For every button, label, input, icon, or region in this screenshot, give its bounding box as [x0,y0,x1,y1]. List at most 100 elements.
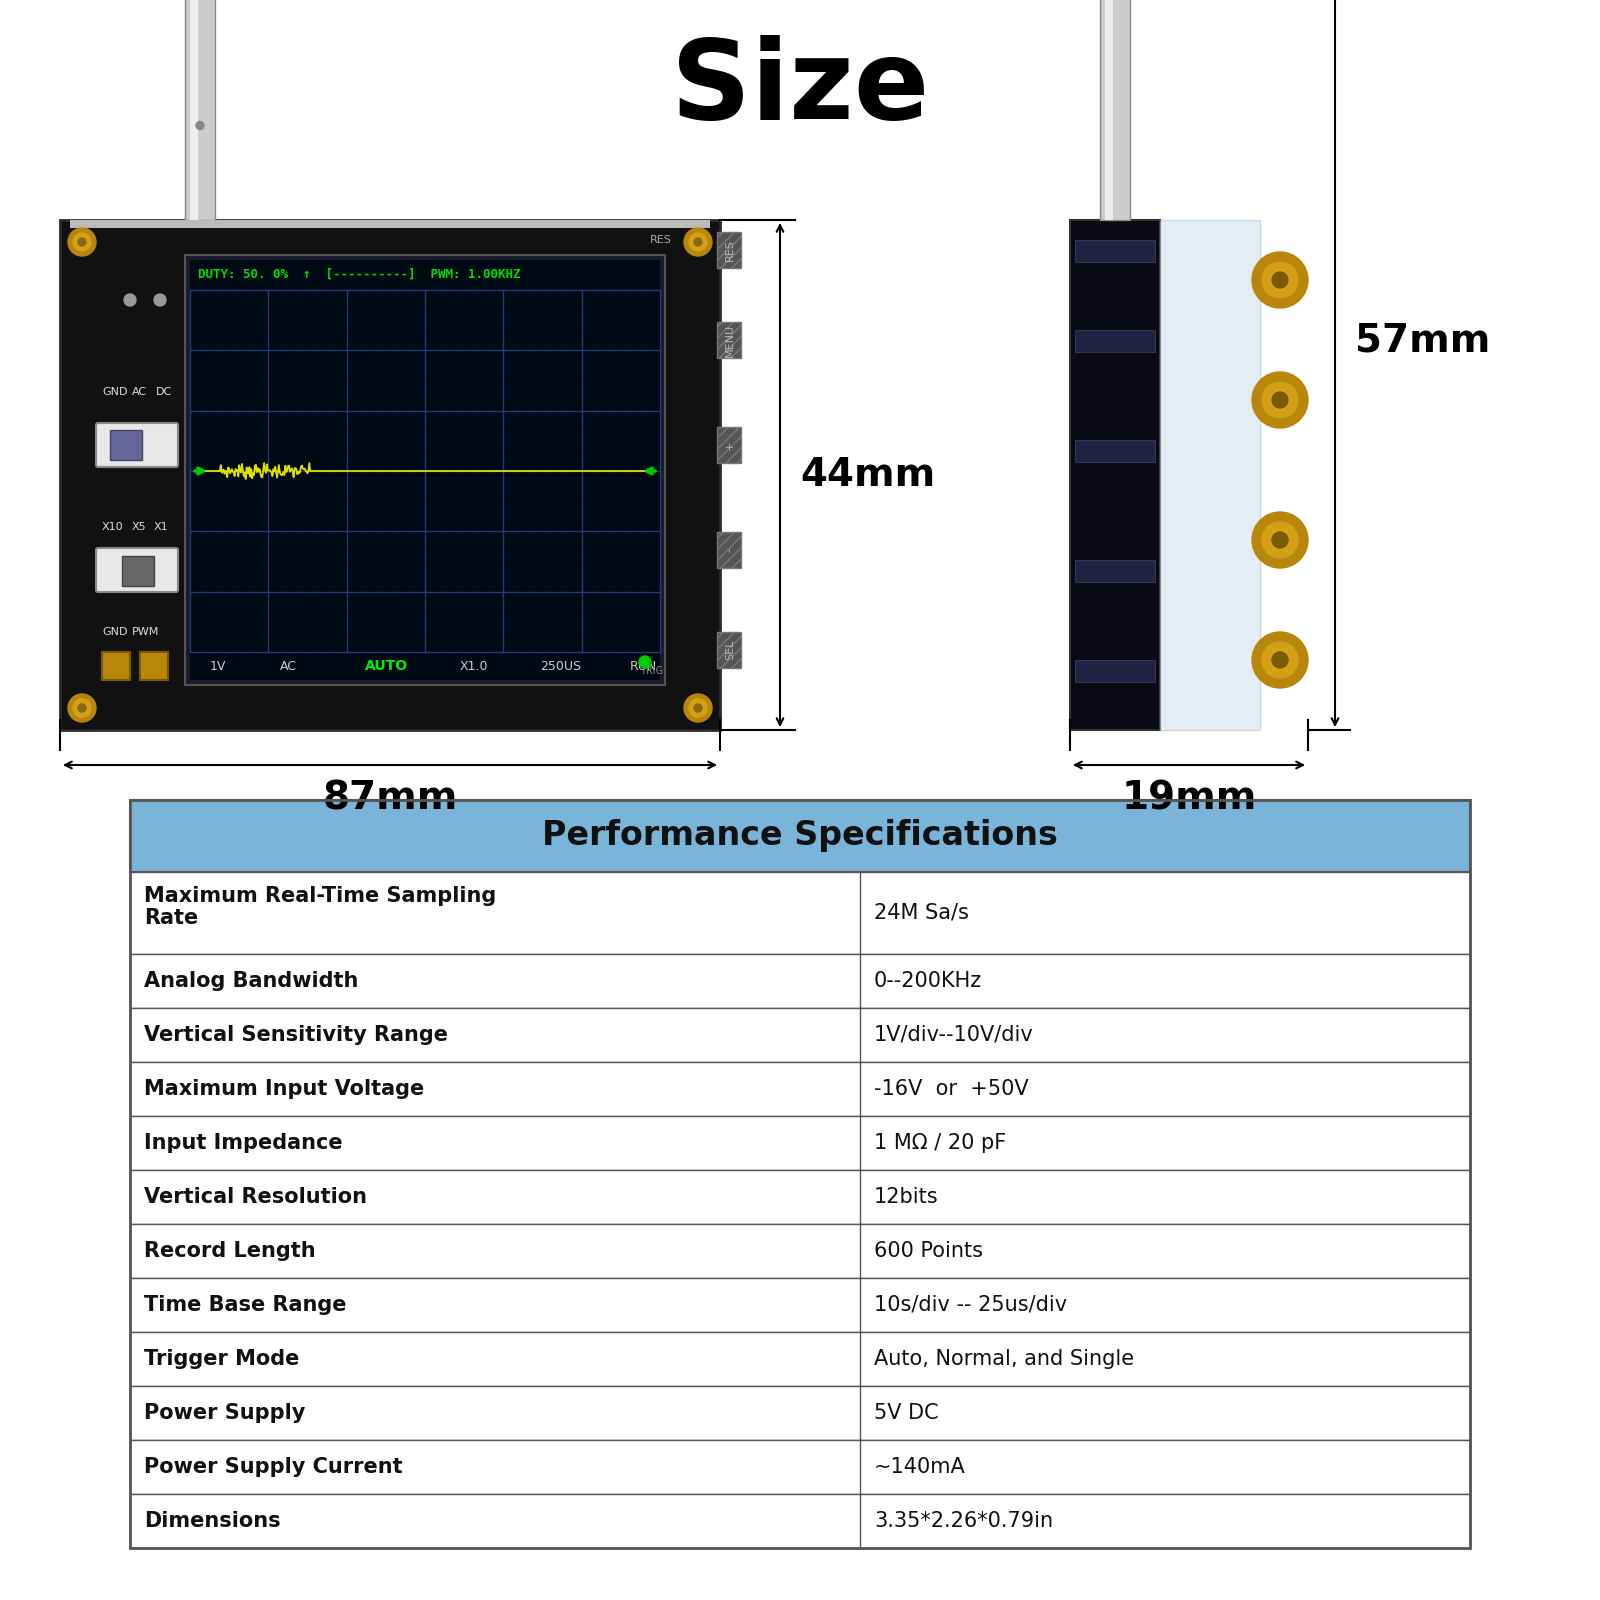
Bar [130,1170,1470,1224]
Text: Record Length: Record Length [144,1242,315,1261]
Text: MENU: MENU [725,323,734,357]
Text: Power Supply Current: Power Supply Current [144,1458,403,1477]
Bar [130,872,1470,954]
Text: Maximum Input Voltage: Maximum Input Voltage [144,1078,424,1099]
Circle shape [1251,512,1309,568]
Bar [1261,654,1280,666]
Circle shape [1251,371,1309,427]
Circle shape [74,699,91,717]
Text: +: + [725,440,734,450]
Bar [1101,0,1130,219]
Text: Dimensions: Dimensions [144,1510,280,1531]
Bar [130,1494,1470,1549]
Text: 3.35*2.26*0.79in: 3.35*2.26*0.79in [874,1510,1053,1531]
Circle shape [685,694,712,722]
Bar [717,632,741,669]
Circle shape [67,694,96,722]
FancyBboxPatch shape [96,547,178,592]
Text: Vertical Sensitivity Range: Vertical Sensitivity Range [144,1026,448,1045]
Text: Trigger Mode: Trigger Mode [144,1349,299,1370]
Circle shape [690,699,707,717]
Circle shape [78,704,86,712]
Bar [190,259,661,298]
Text: 0--200KHz: 0--200KHz [874,971,982,990]
Bar [61,219,720,730]
Bar [130,1224,1470,1278]
Bar [130,1117,1470,1170]
Text: -: - [725,547,734,552]
Circle shape [694,704,702,712]
Bar [141,653,168,680]
Text: Analog Bandwidth: Analog Bandwidth [144,971,358,990]
Circle shape [1272,392,1288,408]
Circle shape [1262,382,1298,418]
Text: Vertical Resolution: Vertical Resolution [144,1187,366,1206]
Circle shape [125,294,136,306]
Bar [130,1440,1470,1494]
Text: GND: GND [102,627,128,637]
Circle shape [195,122,205,130]
Bar [1261,275,1280,285]
Text: X10: X10 [102,522,123,531]
Text: Power Supply: Power Supply [144,1403,306,1422]
Bar [1261,534,1280,546]
Circle shape [1251,632,1309,688]
Bar [1075,240,1155,262]
Circle shape [67,227,96,256]
Bar [1106,0,1114,219]
Bar [130,954,1470,1008]
Text: TRIG: TRIG [640,666,662,675]
Text: RES: RES [725,238,734,261]
Text: Performance Specifications: Performance Specifications [542,819,1058,853]
Circle shape [685,227,712,256]
Bar [717,232,741,267]
Text: 19mm: 19mm [1122,781,1256,818]
Bar [186,0,214,219]
Text: 1V/div--10V/div: 1V/div--10V/div [874,1026,1034,1045]
Circle shape [1262,262,1298,298]
Text: DUTY: 50. 0%  ↑  [----------]  PWM: 1.00KHZ: DUTY: 50. 0% ↑ [----------] PWM: 1.00KHZ [198,267,520,282]
Circle shape [690,234,707,251]
Text: SEL: SEL [725,640,734,661]
Text: DC: DC [157,387,173,397]
Bar [122,557,154,586]
Text: Input Impedance: Input Impedance [144,1133,342,1154]
Bar [1070,219,1160,730]
Text: ~140mA: ~140mA [874,1458,966,1477]
Text: 10s/div -- 25us/div: 10s/div -- 25us/div [874,1294,1067,1315]
Text: 87mm: 87mm [322,781,458,818]
Text: 44mm: 44mm [800,456,936,494]
Text: Size: Size [670,35,930,142]
Bar [102,653,130,680]
Bar [130,800,1470,1549]
Text: Time Base Range: Time Base Range [144,1294,347,1315]
Text: 1 MΩ / 20 pF: 1 MΩ / 20 pF [874,1133,1006,1154]
Bar [130,1331,1470,1386]
Bar [110,430,142,461]
Text: Maximum Real-Time Sampling: Maximum Real-Time Sampling [144,886,496,906]
Text: 250US: 250US [541,659,581,672]
Bar [1075,330,1155,352]
Text: 57mm: 57mm [1355,322,1490,358]
Circle shape [1262,522,1298,558]
Bar [130,1062,1470,1117]
Circle shape [1262,642,1298,678]
Circle shape [78,238,86,246]
Circle shape [638,656,651,669]
Text: 12bits: 12bits [874,1187,939,1206]
Bar [130,1386,1470,1440]
Bar [1075,659,1155,682]
Bar [717,531,741,568]
Text: -16V  or  +50V: -16V or +50V [874,1078,1029,1099]
Bar [1160,219,1261,730]
Bar [130,1008,1470,1062]
Bar [1075,440,1155,462]
FancyBboxPatch shape [96,422,178,467]
Text: Auto, Normal, and Single: Auto, Normal, and Single [874,1349,1134,1370]
Text: 5V DC: 5V DC [874,1403,939,1422]
Text: Rate: Rate [144,909,198,928]
Bar [190,259,661,680]
Text: RES: RES [650,235,672,245]
Bar [190,0,198,219]
Bar [130,1278,1470,1331]
